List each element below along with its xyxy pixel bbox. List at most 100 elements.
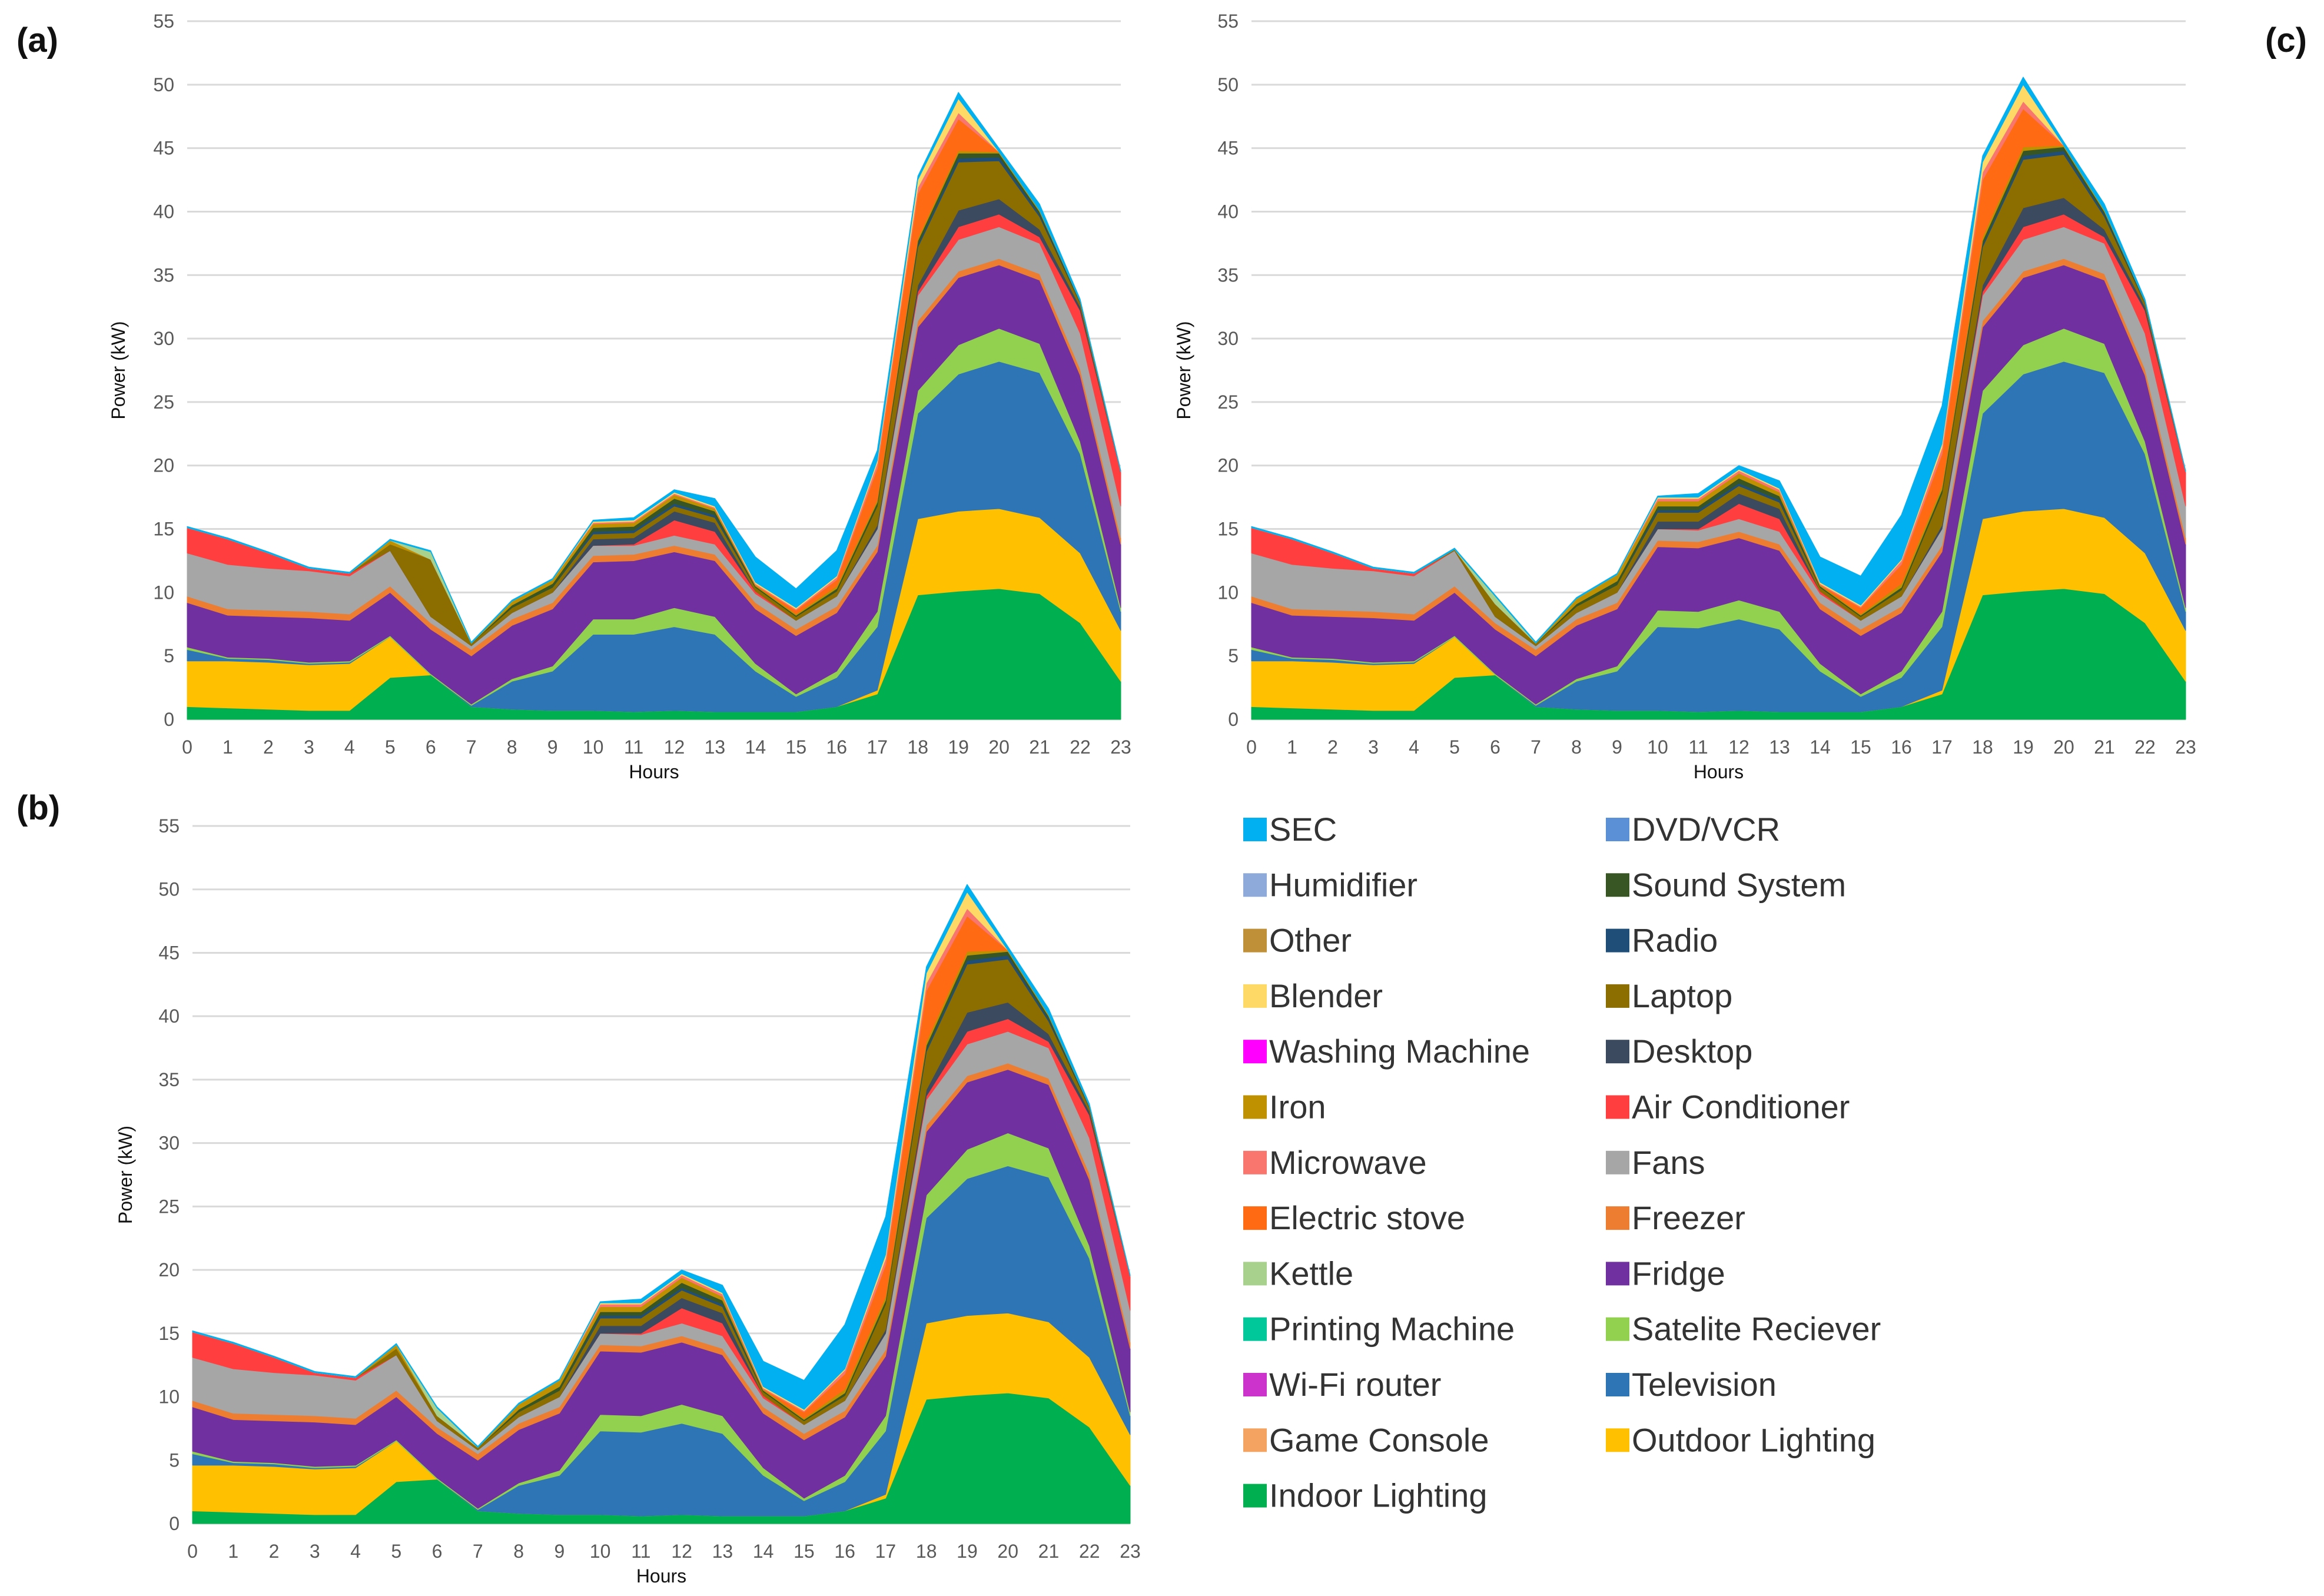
y-tick-label: 15: [153, 519, 174, 540]
legend-swatch: [1243, 928, 1267, 953]
y-tick-label: 40: [1217, 201, 1239, 222]
legend-swatch: [1243, 984, 1267, 1008]
legend-item-microwave: Microwave: [1243, 1144, 1427, 1181]
x-tick-label: 1: [1287, 736, 1297, 758]
y-tick-label: 50: [153, 74, 174, 95]
legend-swatch: [1243, 1206, 1267, 1230]
x-tick-label: 8: [513, 1541, 524, 1562]
legend-swatch: [1243, 1150, 1267, 1174]
legend-label: Printing Machine: [1269, 1310, 1515, 1348]
legend-label: Washing Machine: [1269, 1033, 1530, 1070]
x-tick-label: 20: [2053, 736, 2074, 758]
legend-item-kettle: Kettle: [1243, 1255, 1353, 1292]
x-tick-label: 13: [705, 736, 726, 758]
legend: SEC DVD/VCR Humidifier Sound System Other Rad…: [1243, 811, 1881, 1514]
x-tick-label: 23: [1110, 736, 1131, 758]
x-tick-label: 2: [269, 1541, 280, 1562]
legend-label: Desktop: [1632, 1033, 1752, 1070]
legend-label: Television: [1632, 1366, 1777, 1403]
x-tick-label: 23: [2175, 736, 2196, 758]
x-tick-label: 9: [554, 1541, 565, 1562]
x-tick-label: 10: [583, 736, 604, 758]
y-tick-label: 15: [158, 1323, 180, 1344]
legend-item-television: Television: [1606, 1366, 1777, 1403]
x-tick-label: 20: [988, 736, 1010, 758]
x-tick-label: 6: [426, 736, 436, 758]
panel-letter-a: (a): [16, 21, 58, 59]
legend-label: Humidifier: [1269, 866, 1417, 903]
x-tick-label: 9: [547, 736, 558, 758]
legend-item-satelite-reciever: Satelite Reciever: [1606, 1310, 1881, 1348]
legend-label: Electric stove: [1269, 1199, 1465, 1236]
legend-item-indoor-lighting: Indoor Lighting: [1243, 1477, 1488, 1514]
x-tick-label: 0: [182, 736, 192, 758]
x-tick-label: 7: [1530, 736, 1541, 758]
x-tick-label: 16: [1891, 736, 1912, 758]
legend-label: Fans: [1632, 1144, 1705, 1181]
legend-item-desktop: Desktop: [1606, 1033, 1752, 1070]
x-tick-label: 22: [1079, 1541, 1100, 1562]
x-tick-label: 18: [1972, 736, 1993, 758]
legend-label: Blender: [1269, 977, 1383, 1014]
x-axis-title: Hours: [629, 761, 679, 782]
area-layers: [192, 884, 1131, 1524]
y-tick-label: 55: [1217, 11, 1239, 32]
legend-swatch: [1606, 1317, 1629, 1341]
x-tick-label: 12: [671, 1541, 692, 1562]
x-tick-label: 11: [624, 736, 643, 758]
legend-swatch: [1243, 818, 1267, 841]
x-tick-label: 0: [187, 1541, 198, 1562]
legend-item-washing-machine: Washing Machine: [1243, 1033, 1530, 1070]
y-tick-label: 55: [158, 815, 180, 837]
legend-swatch: [1606, 928, 1629, 953]
legend-item-freezer: Freezer: [1606, 1199, 1745, 1236]
y-tick-label: 10: [1217, 582, 1239, 603]
legend-item-fans: Fans: [1606, 1144, 1705, 1181]
y-tick-label: 50: [1217, 74, 1239, 95]
x-tick-label: 11: [631, 1541, 650, 1562]
x-tick-label: 17: [866, 736, 888, 758]
legend-swatch: [1243, 1040, 1267, 1064]
area-sec: [187, 92, 1121, 644]
x-tick-label: 11: [1688, 736, 1708, 758]
legend-label: Sound System: [1632, 866, 1846, 903]
x-tick-label: 5: [1449, 736, 1460, 758]
y-tick-label: 35: [1217, 264, 1239, 286]
legend-label: DVD/VCR: [1632, 811, 1780, 848]
y-tick-label: 10: [153, 582, 174, 603]
legend-item-printing-machine: Printing Machine: [1243, 1310, 1515, 1348]
y-tick-label: 5: [1228, 645, 1239, 666]
y-tick-label: 45: [153, 138, 174, 159]
legend-label: Indoor Lighting: [1269, 1477, 1488, 1514]
x-tick-label: 14: [745, 736, 766, 758]
x-tick-label: 19: [948, 736, 969, 758]
x-tick-label: 22: [2134, 736, 2156, 758]
x-tick-label: 18: [916, 1541, 937, 1562]
legend-label: Outdoor Lighting: [1632, 1421, 1875, 1458]
x-tick-label: 12: [1728, 736, 1749, 758]
legend-swatch: [1606, 1262, 1629, 1286]
x-tick-label: 15: [1850, 736, 1871, 758]
legend-swatch: [1243, 1095, 1267, 1119]
y-tick-label: 45: [158, 942, 180, 963]
y-tick-label: 0: [169, 1513, 180, 1534]
legend-label: Kettle: [1269, 1255, 1353, 1292]
legend-item-humidifier: Humidifier: [1243, 866, 1417, 903]
y-tick-label: 30: [1217, 328, 1239, 349]
legend-item-wi-fi-router: Wi-Fi router: [1243, 1366, 1441, 1403]
legend-label: Satelite Reciever: [1632, 1310, 1881, 1348]
legend-swatch: [1243, 1428, 1267, 1452]
legend-swatch: [1243, 873, 1267, 897]
legend-swatch: [1606, 818, 1629, 841]
legend-swatch: [1606, 1040, 1629, 1064]
y-tick-label: 35: [158, 1069, 180, 1090]
legend-swatch: [1243, 1262, 1267, 1286]
y-tick-label: 30: [158, 1133, 180, 1154]
legend-item-electric-stove: Electric stove: [1243, 1199, 1465, 1236]
legend-label: SEC: [1269, 811, 1337, 848]
legend-item-dvd-vcr: DVD/VCR: [1606, 811, 1780, 848]
x-tick-label: 14: [753, 1541, 774, 1562]
y-axis-title: Power (kW): [1173, 321, 1194, 419]
